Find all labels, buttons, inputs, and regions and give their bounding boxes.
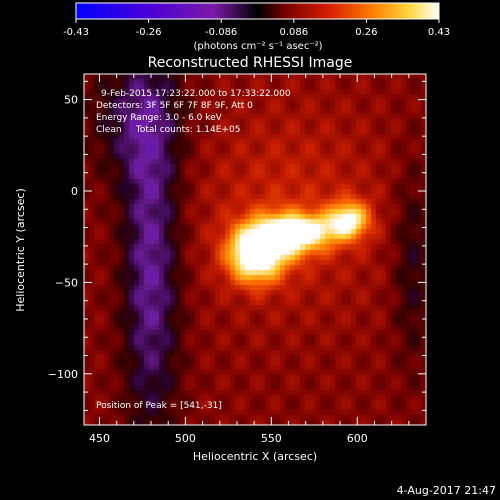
colorbar-tick-label: -0.43 <box>63 27 89 38</box>
x-tick-label: 600 <box>347 432 368 445</box>
x-tick-label: 450 <box>89 432 110 445</box>
y-tick-label: 0 <box>71 185 78 198</box>
x-axis-label: Heliocentric X (arcsec) <box>193 450 317 463</box>
info-line-energy: Energy Range: 3.0 - 6.0 keV <box>96 113 223 123</box>
x-tick-label: 550 <box>261 432 282 445</box>
plot-frame <box>83 73 427 426</box>
info-line-detectors: Detectors: 3F 5F 6F 7F 8F 9F, Att 0 <box>96 101 253 111</box>
colorbar-ticks: -0.43 -0.26 -0.086 0.086 0.26 0.43 <box>63 19 450 38</box>
y-tick-label: −50 <box>55 276 78 289</box>
colorbar-tick-label: 0.26 <box>355 27 377 38</box>
info-line-counts: Clean Total counts: 1.14E+05 <box>96 125 240 135</box>
info-line-time: 9-Feb-2015 17:23:22.000 to 17:33:22.000 <box>101 89 291 99</box>
colorbar <box>75 2 440 20</box>
x-tick-label: 500 <box>175 432 196 445</box>
y-tick-label: 50 <box>64 94 78 107</box>
y-tick-label: −100 <box>48 368 78 381</box>
footer-timestamp: 4-Aug-2017 21:47 <box>397 484 496 497</box>
y-axis-label: Heliocentric Y (arcsec) <box>14 188 27 312</box>
peak-position-label: Position of Peak = [541,-31] <box>96 401 222 411</box>
colorbar-tick-label: -0.26 <box>136 27 162 38</box>
colorbar-tick-label: 0.43 <box>428 27 450 38</box>
plot-area <box>83 73 427 426</box>
colorbar-tick-label: -0.086 <box>205 27 237 38</box>
colorbar-tick-label: 0.086 <box>279 27 308 38</box>
colorbar-unit-label: (photons cm⁻² s⁻¹ asec⁻²) <box>193 41 322 52</box>
heatmap-image <box>84 74 426 425</box>
chart-title: Reconstructed RHESSI Image <box>148 55 353 71</box>
